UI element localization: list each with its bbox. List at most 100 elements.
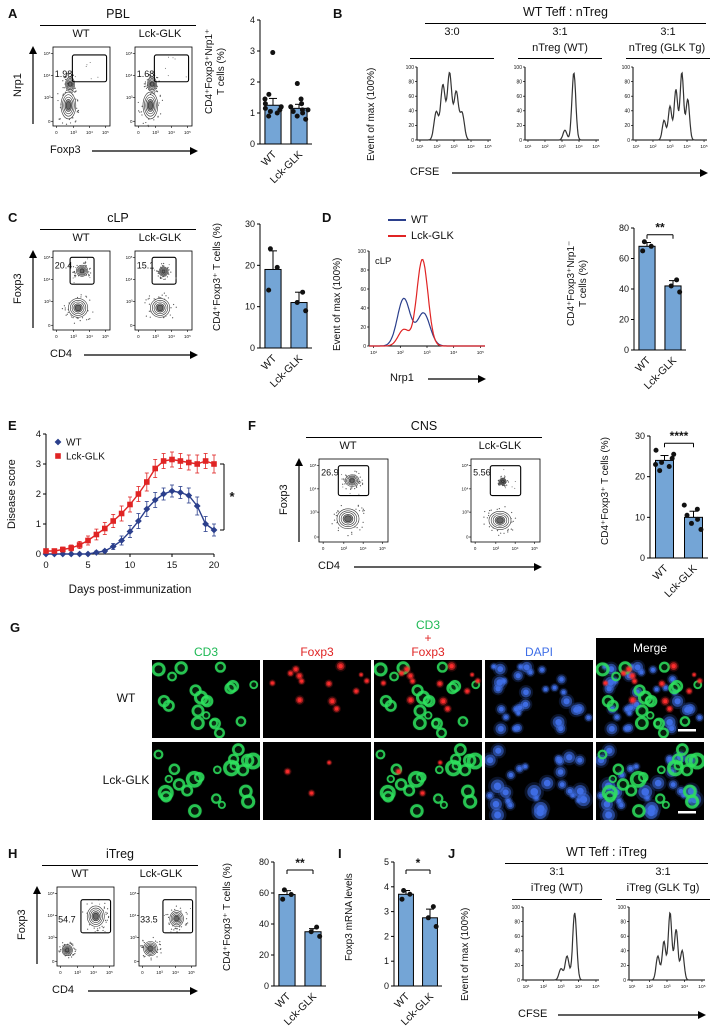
svg-text:10¹: 10¹ (524, 144, 531, 150)
svg-text:10⁵: 10⁵ (44, 255, 51, 260)
panel-a-title: PBL (106, 7, 130, 21)
svg-text:0: 0 (52, 959, 55, 964)
panel-h-y-label: Foxp3 (16, 909, 28, 941)
svg-text:100: 100 (514, 65, 523, 71)
svg-text:0: 0 (48, 323, 51, 328)
legend-wt: WT (388, 214, 428, 226)
panel-b-col1-underline (410, 58, 494, 59)
panel-b-x-label: CFSE (410, 166, 440, 178)
panel-j-x-arrow (558, 1011, 706, 1019)
svg-text:10⁵: 10⁵ (126, 255, 133, 260)
panel-a-x-label: Foxp3 (50, 144, 81, 156)
panel-b-x-arrow (452, 169, 708, 177)
svg-text:1.98: 1.98 (55, 69, 73, 79)
svg-text:10⁵: 10⁵ (310, 463, 317, 468)
svg-text:10²: 10² (540, 984, 547, 990)
svg-text:33.5: 33.5 (140, 915, 158, 925)
svg-text:5: 5 (85, 560, 90, 571)
panel-label-d: D (322, 210, 332, 225)
svg-text:20: 20 (209, 560, 220, 571)
micro-image-row1-col1 (263, 742, 371, 820)
panel-j-title: WT Teff : iTreg (566, 845, 647, 859)
micro-image-row0-col3 (485, 660, 593, 738)
svg-text:10³: 10³ (664, 984, 671, 990)
micro-image-row0-col2 (374, 660, 482, 738)
panel-d-bar-ylabel: CD4⁺Foxp3⁺Nrp1⁻ T cells (%) (566, 240, 589, 326)
svg-text:0: 0 (141, 970, 144, 975)
panel-j-ratio-2: 3:1 (655, 866, 671, 878)
panel-a-bar-ylabel: CD4⁺Foxp3⁺Nrp1⁺ T cells (%) (204, 28, 227, 114)
svg-text:4: 4 (384, 882, 389, 892)
svg-text:80: 80 (620, 919, 626, 925)
svg-text:40: 40 (619, 284, 629, 294)
panel-label-g: G (10, 620, 21, 635)
svg-text:0: 0 (384, 981, 389, 991)
svg-text:10⁴: 10⁴ (90, 970, 97, 975)
svg-text:10³: 10³ (70, 334, 77, 339)
svg-text:Lck-GLK: Lck-GLK (662, 563, 699, 600)
svg-text:54.7: 54.7 (58, 915, 76, 925)
micro-col-header-1: Foxp3 (263, 612, 371, 660)
svg-text:10²: 10² (434, 144, 441, 150)
svg-text:10⁵: 10⁵ (130, 891, 137, 896)
svg-text:WT: WT (273, 990, 293, 1010)
panel-c-cond-wt: WT (72, 232, 90, 244)
svg-text:40: 40 (259, 919, 269, 929)
cfse-histogram-itreg-glk: 0 20 40 60 80 100 10¹ 10² 10³ 10⁴ 10⁵ (618, 905, 706, 990)
svg-text:0: 0 (48, 119, 51, 124)
svg-text:40: 40 (624, 109, 630, 115)
svg-text:60: 60 (620, 934, 626, 940)
svg-text:10⁵: 10⁵ (184, 130, 191, 135)
panel-h-bar-ylabel: CD4⁺Foxp3⁺ T cells (%) (222, 863, 233, 971)
svg-text:WT: WT (633, 354, 653, 374)
svg-text:20: 20 (245, 260, 255, 270)
panel-f-y-arrow (295, 458, 303, 542)
panel-f-cond-wt: WT (339, 440, 357, 452)
svg-text:10⁵: 10⁵ (592, 144, 599, 150)
svg-text:10⁵: 10⁵ (102, 130, 109, 135)
svg-text:10⁴: 10⁴ (681, 984, 688, 990)
flow-plot-cns-wt: 0 10³ 10⁴ 10⁵ 0 10³ 10⁴ 10⁵ 26.9 (310, 458, 389, 551)
svg-text:10²: 10² (646, 984, 653, 990)
svg-text:0: 0 (36, 549, 41, 560)
svg-text:10⁴: 10⁴ (172, 970, 179, 975)
svg-text:0: 0 (519, 138, 522, 144)
panel-f-cond-glk: Lck-GLK (478, 440, 522, 452)
panel-f-title: CNS (410, 419, 438, 433)
svg-text:10⁵: 10⁵ (379, 546, 386, 551)
panel-j-y-label: Event of max (100%) (460, 907, 471, 1001)
micro-row-label-1: Lck-GLK (102, 773, 150, 787)
svg-text:40: 40 (620, 949, 626, 955)
svg-text:10¹: 10¹ (416, 144, 423, 150)
panel-c-cond-glk: Lck-GLK (138, 232, 182, 244)
svg-text:20: 20 (635, 472, 645, 482)
svg-text:10⁵: 10⁵ (484, 144, 491, 150)
svg-text:1: 1 (250, 108, 255, 118)
svg-text:0: 0 (314, 535, 317, 540)
svg-text:10⁴: 10⁴ (575, 984, 582, 990)
panel-d-x-arrow (428, 375, 486, 383)
svg-text:10³: 10³ (451, 144, 458, 150)
panel-j-sublabel-wt: iTreg (WT) (530, 882, 584, 894)
svg-text:10⁴: 10⁴ (130, 913, 137, 918)
micro-image-row1-col2 (374, 742, 482, 820)
svg-text:10⁴: 10⁴ (126, 73, 133, 78)
panel-j-col2-underline (616, 899, 710, 900)
cfse-histogram-ntreg-glk: 0 20 40 60 80 100 10¹ 10² 10³ 10⁴ 10⁵ (622, 65, 708, 150)
panel-b-title: WT Teff : nTreg (523, 5, 608, 19)
svg-text:0: 0 (130, 119, 133, 124)
micro-col-header-text: CD3 (193, 645, 218, 660)
panel-f-title-underline (306, 437, 542, 438)
svg-text:20: 20 (624, 123, 630, 129)
svg-text:10¹: 10¹ (370, 350, 377, 356)
svg-text:60: 60 (624, 94, 630, 100)
svg-text:Days post-immunization: Days post-immunization (69, 584, 192, 596)
svg-text:40: 40 (516, 109, 522, 115)
svg-text:Lck-GLK: Lck-GLK (66, 452, 105, 463)
svg-text:1: 1 (36, 519, 41, 530)
svg-text:10³: 10³ (152, 334, 159, 339)
panel-label-c: C (8, 210, 18, 225)
